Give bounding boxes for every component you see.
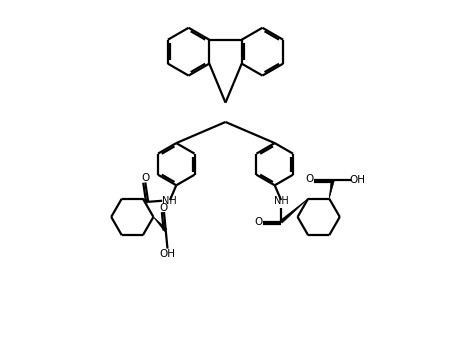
Text: OH: OH	[160, 249, 175, 259]
Text: NH: NH	[274, 196, 289, 206]
Polygon shape	[143, 199, 149, 203]
Text: O: O	[160, 203, 168, 213]
Text: OH: OH	[350, 175, 365, 185]
Polygon shape	[329, 180, 334, 199]
Polygon shape	[153, 217, 167, 231]
Text: O: O	[141, 173, 149, 183]
Text: NH: NH	[162, 196, 177, 206]
Text: O: O	[254, 217, 262, 227]
Polygon shape	[280, 199, 308, 223]
Text: O: O	[305, 174, 313, 184]
